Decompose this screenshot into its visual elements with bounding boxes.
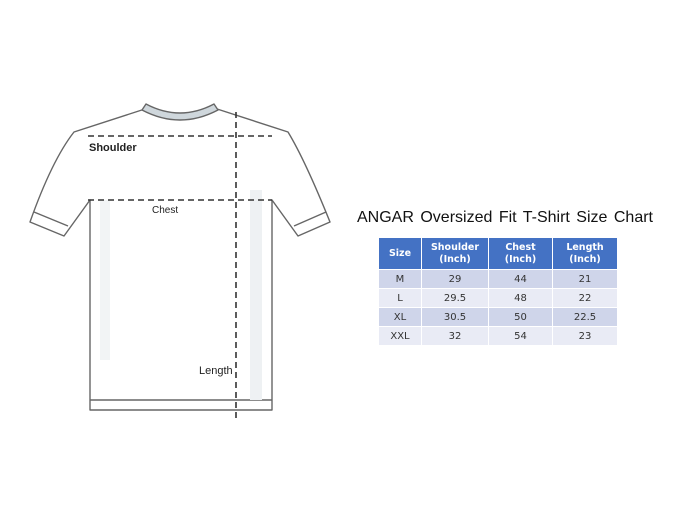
column-header: Size (378, 237, 422, 270)
shoulder-label: Shoulder (89, 142, 137, 154)
tshirt-diagram (29, 103, 331, 420)
table-row: M 29 44 21 (378, 269, 618, 289)
table-cell: XXL (378, 326, 422, 346)
column-header-text: Length (566, 241, 604, 253)
table-cell: 54 (488, 326, 553, 346)
right-cuff (293, 211, 327, 227)
column-header: Chest (Inch) (488, 237, 553, 270)
table-cell: 22.5 (552, 307, 618, 327)
column-header-text: (Inch) (439, 253, 471, 265)
size-table: Size Shoulder (Inch) Chest (Inch) Length (Inch… (378, 237, 618, 346)
table-cell: 29 (421, 269, 489, 289)
table-cell: 50 (488, 307, 553, 327)
table-cell: 22 (552, 288, 618, 308)
column-header-text: (Inch) (569, 253, 601, 265)
table-cell: 23 (552, 326, 618, 346)
length-label: Length (199, 365, 233, 377)
table-cell: 44 (488, 269, 553, 289)
table-row: XL 30.5 50 22.5 (378, 307, 618, 327)
table-row: XXL 32 54 23 (378, 326, 618, 346)
tshirt-outline (29, 107, 331, 411)
column-header-text: Size (388, 247, 412, 259)
table-cell: M (378, 269, 422, 289)
chart-title: ANGAR Oversized Fit T-Shirt Size Chart (357, 209, 653, 226)
table-cell: XL (378, 307, 422, 327)
table-cell: 29.5 (421, 288, 489, 308)
table-cell: 30.5 (421, 307, 489, 327)
column-header-text: Chest (505, 241, 536, 253)
left-cuff (33, 211, 69, 227)
column-header-text: (Inch) (504, 253, 537, 265)
table-cell: 21 (552, 269, 618, 289)
column-header: Shoulder (Inch) (421, 237, 489, 270)
table-row: L 29.5 48 22 (378, 288, 618, 308)
column-header-text: Shoulder (430, 241, 480, 253)
chest-label: Chest (152, 205, 179, 216)
table-cell: 48 (488, 288, 553, 308)
table-cell: 32 (421, 326, 489, 346)
table-cell: L (378, 288, 422, 308)
column-header: Length (Inch) (552, 237, 618, 270)
collar (141, 103, 219, 121)
